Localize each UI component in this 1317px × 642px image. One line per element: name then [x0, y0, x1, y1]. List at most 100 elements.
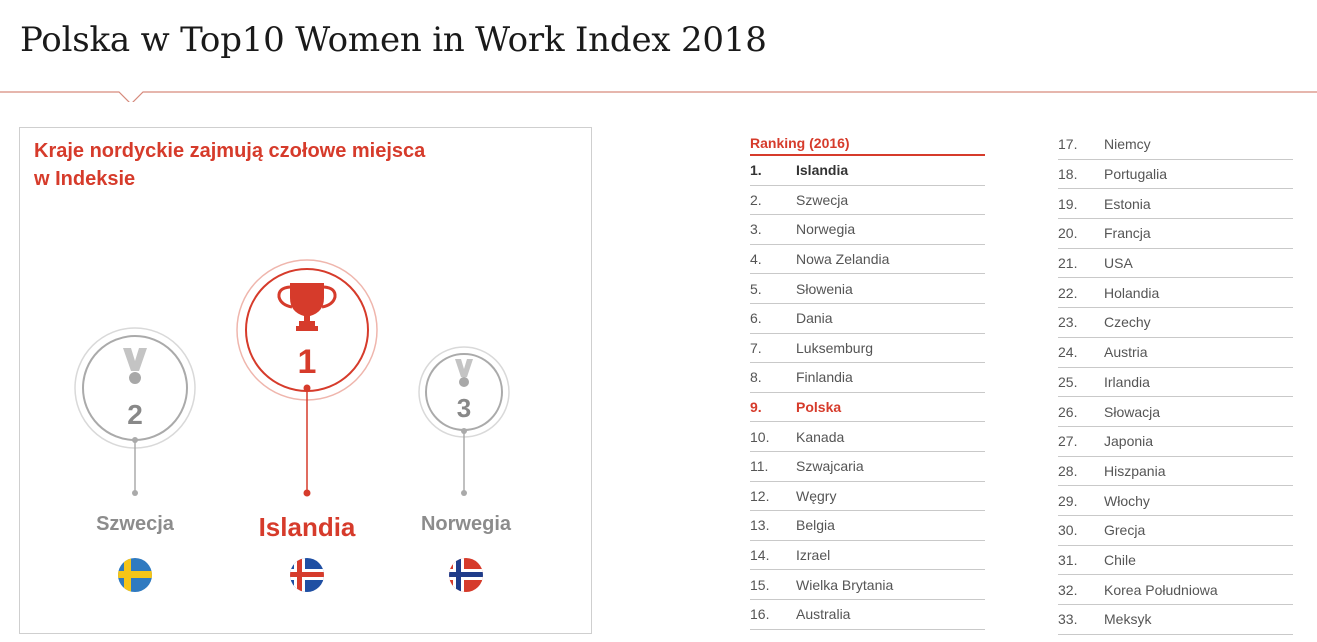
rank-country: Grecja: [1104, 522, 1146, 539]
silver-medal-icon: [123, 348, 147, 384]
ranking-row: 13. Belgia: [750, 511, 985, 541]
ranking-row: 1. Islandia: [750, 156, 985, 186]
ranking-row: 5. Słowenia: [750, 274, 985, 304]
rank-number: 25.: [1058, 373, 1078, 390]
rank-country: Korea Południowa: [1104, 581, 1218, 598]
rank-country: Finlandia: [796, 369, 853, 386]
rank-number: 28.: [1058, 462, 1078, 479]
rank-country: Australia: [796, 606, 851, 623]
ranking-row: 6. Dania: [750, 304, 985, 334]
rank-country: Francja: [1104, 225, 1151, 242]
rank-2-number: 2: [127, 399, 143, 430]
rank-number: 4.: [750, 251, 762, 268]
rank-country: Kanada: [796, 428, 845, 445]
rank-3-number: 3: [457, 393, 471, 423]
ranking-row: 21. USA: [1058, 249, 1293, 279]
page-title: Polska w Top10 Women in Work Index 2018: [20, 20, 767, 60]
trophy-icon: [277, 283, 337, 331]
panel-heading-line2: w Indeksie: [34, 168, 136, 190]
rank-number: 11.: [750, 458, 769, 475]
ranking-row: 23. Czechy: [1058, 308, 1293, 338]
rank-country: Izrael: [796, 547, 831, 564]
rank-number: 27.: [1058, 433, 1078, 450]
rank-country: Polska: [796, 399, 842, 416]
podium-third-place: 3 Norwegia: [418, 346, 512, 592]
rank-country: Norwegia: [796, 221, 856, 238]
rank-number: 6.: [750, 310, 762, 327]
podium-graphic: 2 Szwecja: [74, 259, 512, 592]
podium-first-place: 1 Islandia: [236, 259, 378, 592]
panel-heading: Kraje nordyckie zajmują czołowe miejsca …: [34, 137, 554, 193]
rank-country: Belgia: [796, 517, 835, 534]
rank-number: 10.: [750, 428, 770, 445]
ranking-row: 24. Austria: [1058, 338, 1293, 368]
ranking-row: 33. Meksyk: [1058, 605, 1293, 635]
rank-number: 29.: [1058, 492, 1078, 509]
rank-number: 22.: [1058, 284, 1078, 301]
rank-number: 31.: [1058, 551, 1078, 568]
rank-number: 13.: [750, 517, 770, 534]
ranking-row: 31. Chile: [1058, 546, 1293, 576]
rank-number: 20.: [1058, 225, 1078, 242]
rank-country: Nowa Zelandia: [796, 251, 890, 268]
rank-number: 21.: [1058, 255, 1078, 272]
ranking-row: 29. Włochy: [1058, 486, 1293, 516]
rank-number: 24.: [1058, 344, 1078, 361]
rank-country: Estonia: [1104, 195, 1151, 212]
rank-country: Luksemburg: [796, 339, 874, 356]
rank-country: Włochy: [1104, 492, 1150, 509]
ranking-row: 27. Japonia: [1058, 427, 1293, 457]
rank-1-number: 1: [298, 343, 317, 381]
rank-country: Hiszpania: [1104, 462, 1166, 479]
ranking-row: 19. Estonia: [1058, 189, 1293, 220]
rank-number: 1.: [750, 162, 762, 179]
ranking-row: 12. Węgry: [750, 482, 985, 512]
rank-country: Dania: [796, 310, 833, 327]
rank-number: 3.: [750, 221, 762, 238]
podium-panel: Kraje nordyckie zajmują czołowe miejsca …: [19, 127, 592, 634]
ranking-row: 25. Irlandia: [1058, 368, 1293, 398]
bronze-medal-icon: [455, 359, 473, 387]
ranking-row: 11. Szwajcaria: [750, 452, 985, 482]
rank-country: Chile: [1104, 551, 1136, 568]
ranking-row: 16. Australia: [750, 600, 985, 630]
ranking-row: 15. Wielka Brytania: [750, 570, 985, 600]
rank-number: 8.: [750, 369, 762, 386]
ranking-row: 8. Finlandia: [750, 363, 985, 393]
rank-number: 5.: [750, 280, 762, 297]
rank-number: 19.: [1058, 195, 1078, 212]
rank-number: 30.: [1058, 522, 1078, 539]
rank-country: Węgry: [796, 487, 837, 504]
rank-number: 9.: [750, 399, 762, 416]
ranking-row: 20. Francja: [1058, 219, 1293, 249]
ranking-row: 26. Słowacja: [1058, 397, 1293, 427]
rank-2-country: Szwecja: [96, 513, 175, 535]
rank-number: 32.: [1058, 581, 1078, 598]
ranking-row: 30. Grecja: [1058, 516, 1293, 546]
rank-country: Islandia: [796, 162, 849, 179]
norway-flag-icon: [449, 558, 483, 592]
rank-1-country: Islandia: [259, 512, 356, 542]
rank-number: 2.: [750, 191, 762, 208]
rank-country: Czechy: [1104, 314, 1151, 331]
panel-heading-line1: Kraje nordyckie zajmują czołowe miejsca: [34, 140, 426, 162]
rank-number: 12.: [750, 487, 770, 504]
rank-country: Słowacja: [1104, 403, 1161, 420]
rank-country: Japonia: [1104, 433, 1154, 450]
iceland-flag-icon: [290, 558, 324, 592]
ranking-row: 22. Holandia: [1058, 278, 1293, 309]
rank-number: 23.: [1058, 314, 1078, 331]
rank-number: 7.: [750, 339, 762, 356]
rank-number: 33.: [1058, 611, 1078, 628]
rank-country: Irlandia: [1104, 373, 1150, 390]
rank-number: 18.: [1058, 166, 1078, 183]
podium-second-place: 2 Szwecja: [74, 327, 196, 592]
ranking-column-2: 17. Niemcy 18. Portugalia 19. Estonia 20. Franc…: [1058, 130, 1293, 635]
rank-country: Holandia: [1104, 284, 1160, 301]
ranking-column-1: Ranking (2016) 1. Islandia 2. Szwecja 3. Norw…: [750, 130, 985, 630]
ranking-row: 17. Niemcy: [1058, 130, 1293, 160]
rank-country: Niemcy: [1104, 136, 1151, 153]
rank-country: Meksyk: [1104, 611, 1152, 628]
ranking-header: Ranking (2016): [750, 130, 985, 156]
rank-country: USA: [1104, 255, 1133, 272]
